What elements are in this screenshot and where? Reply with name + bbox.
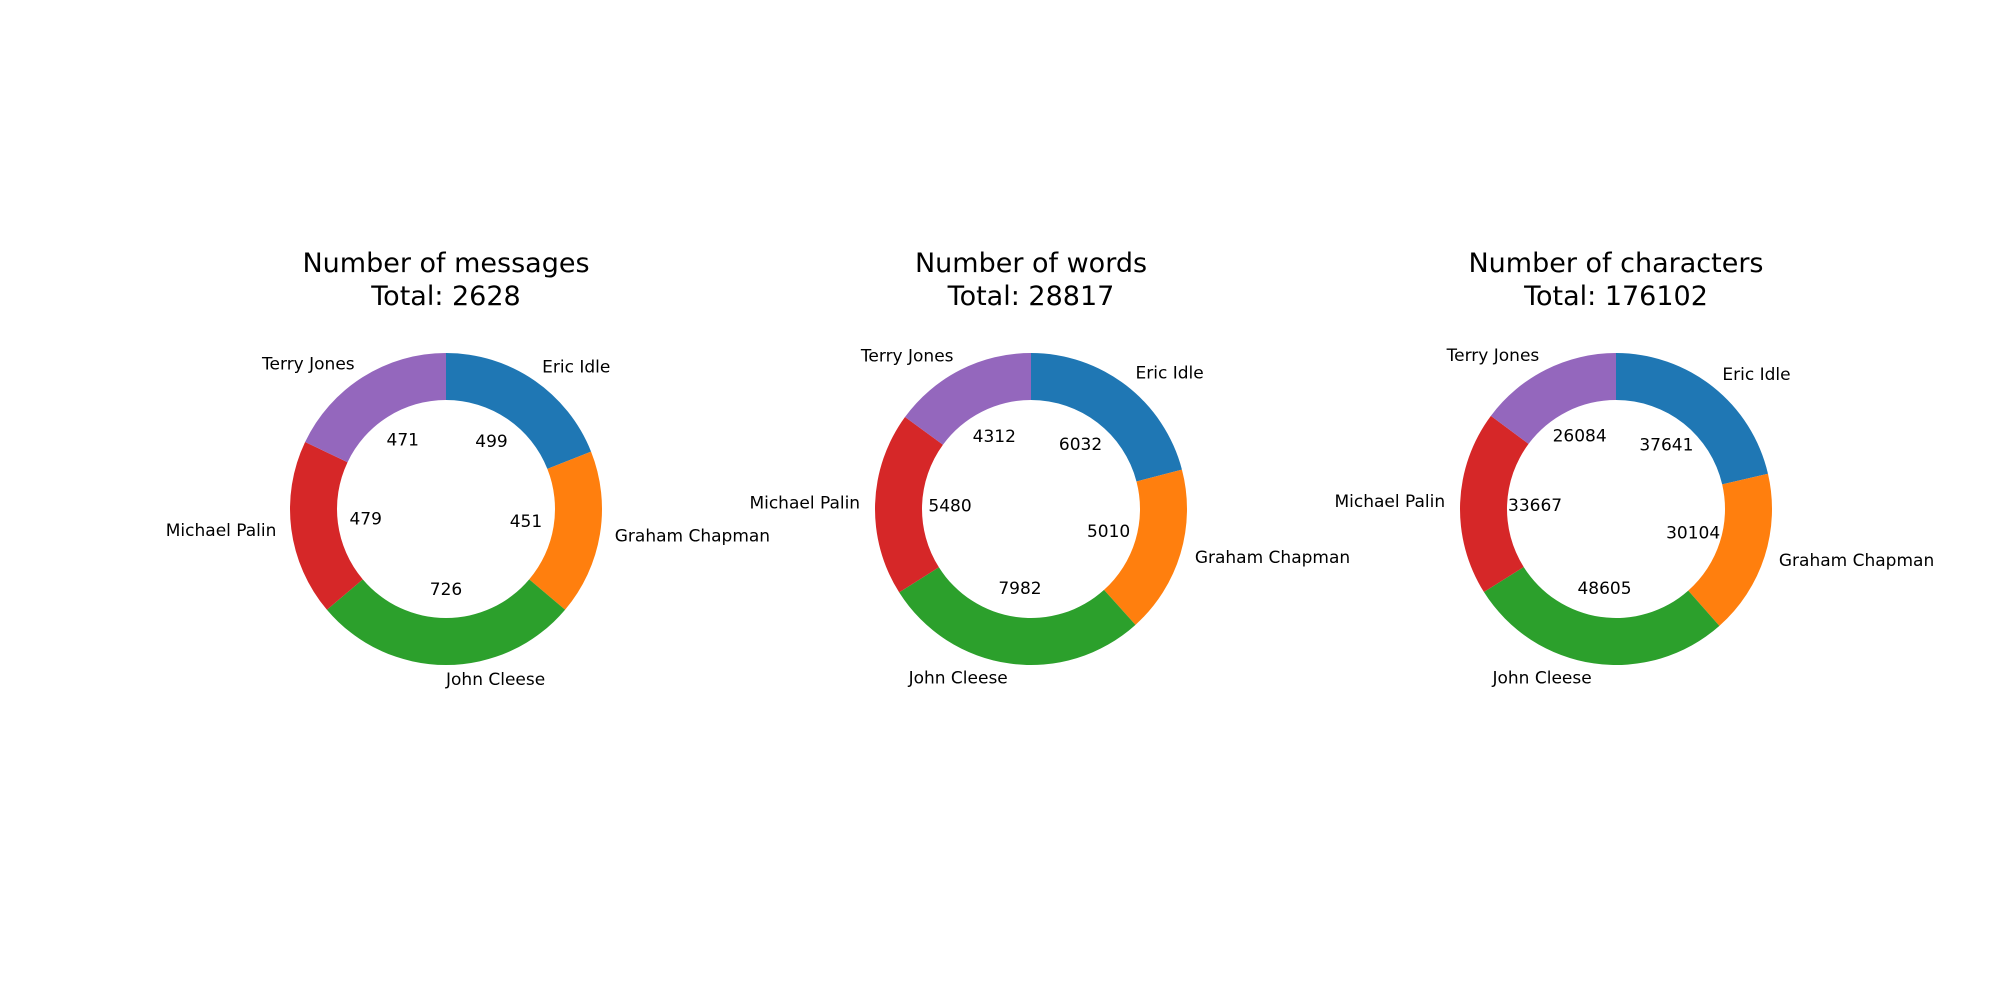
slice-label-terry-jones: Terry Jones xyxy=(261,354,355,374)
value-label-eric-idle: 499 xyxy=(475,432,507,452)
slice-terry-jones xyxy=(305,353,446,463)
slice-label-terry-jones: Terry Jones xyxy=(1446,346,1540,366)
slice-label-eric-idle: Eric Idle xyxy=(1136,364,1204,384)
slice-john-cleese xyxy=(1483,566,1720,666)
slice-label-graham-chapman: Graham Chapman xyxy=(1779,551,1934,571)
value-label-john-cleese: 726 xyxy=(430,580,462,600)
slice-john-cleese xyxy=(899,567,1136,665)
slice-label-michael-palin: Michael Palin xyxy=(166,521,277,541)
value-label-john-cleese: 7982 xyxy=(998,579,1041,599)
slice-label-michael-palin: Michael Palin xyxy=(1334,492,1445,512)
donut-slices xyxy=(289,353,602,666)
donut-labels: Eric Idle 499 Graham Chapman 451 John Cleese… xyxy=(166,354,770,690)
chart-title: Number of messages xyxy=(302,248,589,279)
slice-label-graham-chapman: Graham Chapman xyxy=(1195,548,1350,568)
slice-eric-idle xyxy=(1031,353,1182,482)
value-label-graham-chapman: 30104 xyxy=(1666,524,1720,544)
value-label-michael-palin: 479 xyxy=(349,509,381,529)
slice-eric-idle xyxy=(1616,353,1768,485)
value-label-terry-jones: 4312 xyxy=(973,427,1016,447)
chart-subtitle: Total: 28817 xyxy=(947,281,1115,312)
slice-eric-idle xyxy=(446,353,592,469)
chart-title: Number of characters xyxy=(1468,248,1763,279)
chart-subtitle: Total: 176102 xyxy=(1523,281,1708,312)
value-label-graham-chapman: 5010 xyxy=(1087,522,1130,542)
donut-slices xyxy=(1460,353,1772,666)
slice-label-john-cleese: John Cleese xyxy=(445,670,545,690)
slice-graham-chapman xyxy=(1688,473,1772,626)
value-label-eric-idle: 6032 xyxy=(1059,435,1102,455)
slice-label-terry-jones: Terry Jones xyxy=(860,347,954,367)
chart-messages: Number of messages Total: 2628 Eric Idle… xyxy=(166,248,770,690)
slice-terry-jones xyxy=(905,353,1031,445)
chart-words: Number of words Total: 28817 Eric Idle 60… xyxy=(749,248,1350,688)
value-label-eric-idle: 37641 xyxy=(1639,436,1693,456)
value-label-terry-jones: 471 xyxy=(387,431,419,451)
chart-subtitle: Total: 2628 xyxy=(370,281,520,312)
value-label-michael-palin: 33667 xyxy=(1508,496,1562,516)
slice-terry-jones xyxy=(1490,353,1616,444)
slice-label-michael-palin: Michael Palin xyxy=(749,493,860,513)
slice-label-eric-idle: Eric Idle xyxy=(1722,365,1790,385)
value-label-michael-palin: 5480 xyxy=(928,496,971,516)
slice-label-eric-idle: Eric Idle xyxy=(542,358,610,378)
donut-labels: Eric Idle 6032 Graham Chapman 5010 John Clee… xyxy=(749,347,1350,689)
donut-slices xyxy=(874,353,1187,665)
slice-michael-palin xyxy=(289,442,363,610)
value-label-john-cleese: 48605 xyxy=(1577,579,1631,599)
donut-labels: Eric Idle 37641 Graham Chapman 30104 John Cl… xyxy=(1334,346,1934,688)
chart-characters: Number of characters Total: 176102 Eric … xyxy=(1334,248,1934,688)
slice-michael-palin xyxy=(1460,415,1529,593)
chart-title: Number of words xyxy=(915,248,1147,279)
value-label-graham-chapman: 451 xyxy=(510,512,542,532)
value-label-terry-jones: 26084 xyxy=(1553,427,1607,447)
slice-graham-chapman xyxy=(1104,469,1187,625)
slice-label-john-cleese: John Cleese xyxy=(1491,668,1591,688)
slice-label-john-cleese: John Cleese xyxy=(908,668,1008,688)
slice-label-graham-chapman: Graham Chapman xyxy=(615,527,770,547)
slice-michael-palin xyxy=(874,417,943,593)
slice-graham-chapman xyxy=(529,451,602,610)
slice-john-cleese xyxy=(326,579,566,666)
